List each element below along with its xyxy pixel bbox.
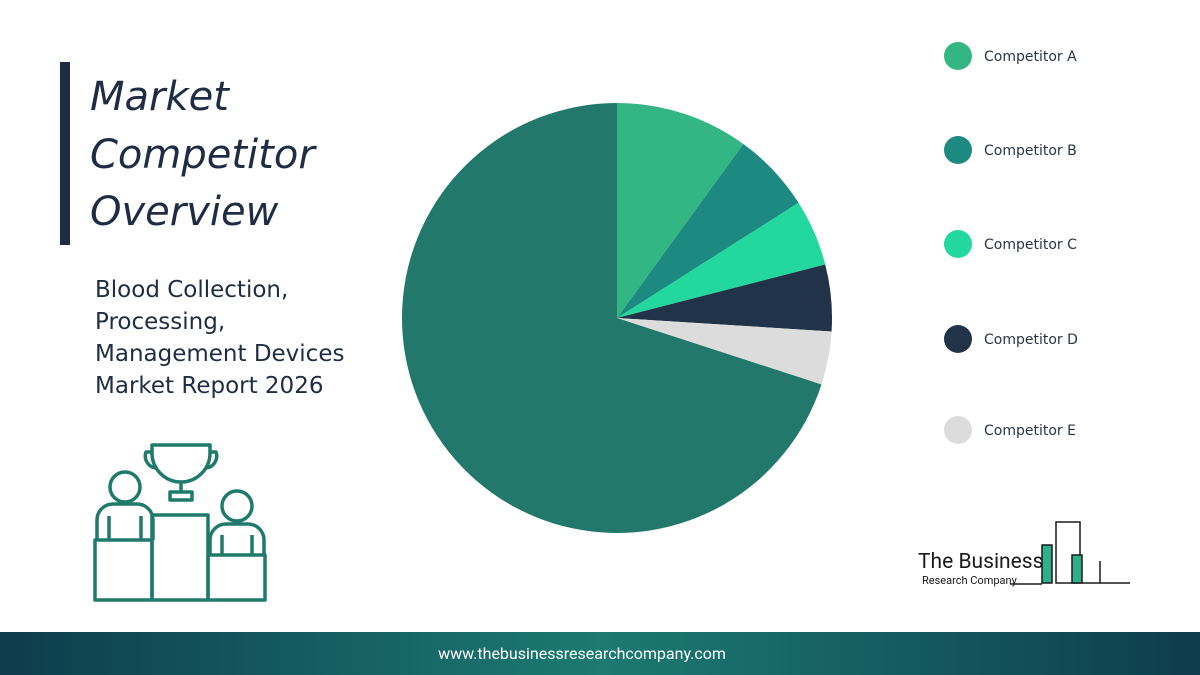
title-line: Competitor — [90, 132, 317, 178]
title-bar — [60, 62, 70, 245]
pie-slice — [617, 264, 832, 332]
legend-label: Competitor E — [984, 423, 1076, 439]
pie-chart — [402, 103, 832, 533]
subtitle-line: Management Devices — [95, 341, 344, 367]
legend-label: Competitor A — [984, 49, 1077, 65]
logo-bars — [1010, 521, 1130, 585]
legend-swatch — [944, 325, 972, 353]
subtitle-line: Processing, — [95, 309, 225, 335]
footer-bar — [0, 632, 1200, 675]
pie-slice — [402, 103, 822, 533]
title-line: Overview — [90, 189, 279, 235]
pie-slice — [617, 103, 744, 318]
title-line: Market — [90, 74, 230, 120]
legend-swatch — [944, 230, 972, 258]
pie-slice — [617, 144, 799, 318]
legend-label: Competitor C — [984, 237, 1077, 253]
legend-swatch — [944, 136, 972, 164]
legend-swatch — [944, 42, 972, 70]
logo-name: The Business — [918, 550, 1043, 574]
podium-icon — [93, 443, 267, 602]
legend-label: Competitor B — [984, 143, 1077, 159]
legend-label: Competitor D — [984, 332, 1078, 348]
pie-slice — [617, 318, 832, 385]
subtitle-line: Blood Collection, — [95, 277, 288, 303]
footer-url[interactable]: www.thebusinessresearchcompany.com — [438, 644, 726, 663]
logo: The Business Research Company — [918, 521, 1130, 587]
pie-slice — [617, 202, 826, 318]
subtitle-line: Market Report 2026 — [95, 373, 323, 399]
legend-swatch — [944, 416, 972, 444]
logo-tagline: Research Company — [922, 574, 1018, 587]
